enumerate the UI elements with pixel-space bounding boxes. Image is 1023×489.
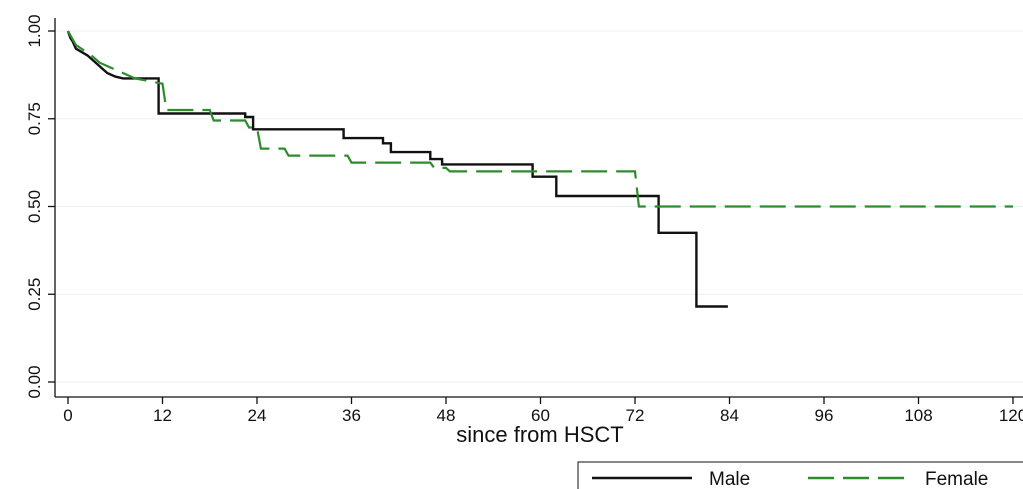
y-tick-label: 1.00 (25, 14, 44, 47)
legend: Male Female (577, 461, 1023, 489)
y-tick-label: 0.75 (25, 102, 44, 135)
x-tick-label: 96 (815, 406, 834, 425)
x-tick-label: 84 (720, 406, 739, 425)
legend-box (577, 461, 1023, 489)
legend-label-male: Male (709, 469, 750, 489)
y-tick-label: 0.00 (25, 365, 44, 398)
series-line-male (66, 30, 728, 308)
x-tick-label: 24 (248, 406, 267, 425)
x-axis-title: since from HSCT (456, 422, 623, 447)
y-tick-label: 0.50 (25, 190, 44, 223)
y-tick-label: 0.25 (25, 278, 44, 311)
x-tick-label: 48 (437, 406, 456, 425)
x-tick-label: 36 (342, 406, 361, 425)
series-lines (66, 30, 1013, 308)
gridlines (55, 30, 1023, 383)
legend-label-female: Female (925, 469, 988, 489)
x-tick-label: 108 (904, 406, 932, 425)
tick-labels: 0.00 0.25 0.50 0.75 1.00 0 12 24 36 48 60 72 84 96 108… (25, 14, 1023, 425)
x-tick-label: 0 (63, 406, 72, 425)
x-tick-label: 60 (531, 406, 550, 425)
axes (48, 18, 1023, 404)
x-tick-label: 72 (626, 406, 645, 425)
x-tick-label: 12 (153, 406, 172, 425)
series-line-female (67, 30, 1013, 208)
x-tick-label: 120 (999, 406, 1023, 425)
